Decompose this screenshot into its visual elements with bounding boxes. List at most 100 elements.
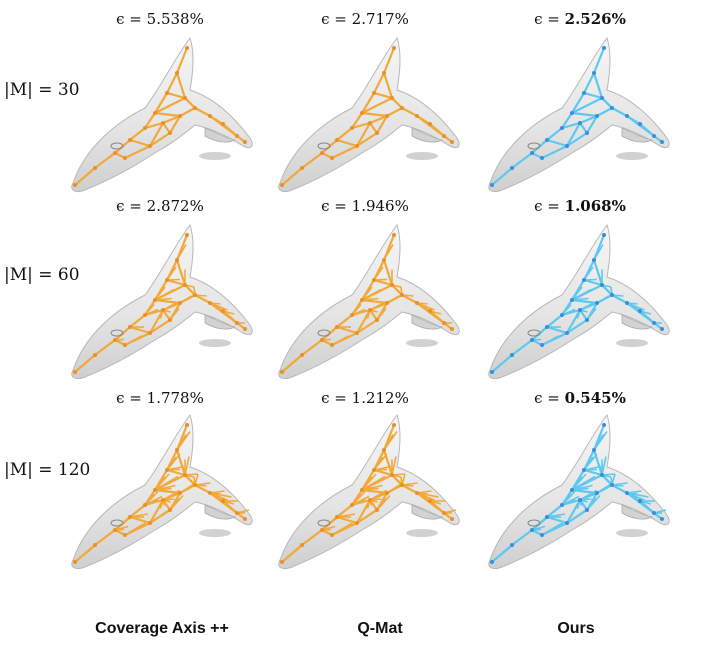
skeleton-node xyxy=(660,517,664,521)
dolphin-svg xyxy=(488,36,670,193)
skeleton-node xyxy=(153,298,157,302)
skeleton-node xyxy=(73,560,77,564)
error-label: ϵ = 1.212% xyxy=(321,389,409,407)
skeleton-edge xyxy=(301,530,321,546)
skeleton-edge xyxy=(571,484,593,491)
skeleton-node xyxy=(221,122,225,126)
skeleton-edge xyxy=(168,114,182,135)
skeleton-edge xyxy=(183,283,197,297)
skeleton-node xyxy=(243,140,247,144)
skeleton-edge xyxy=(165,71,179,95)
skeleton-edge xyxy=(124,335,142,346)
error-label: ϵ = 1.068% xyxy=(534,197,626,215)
skeleton-edge xyxy=(209,302,228,311)
skeleton-node xyxy=(510,166,514,170)
shadow xyxy=(406,529,438,537)
skeleton-edge xyxy=(369,489,387,501)
skeleton-edge xyxy=(579,302,593,311)
skeleton-node xyxy=(510,543,514,547)
dolphin-svg xyxy=(488,223,670,380)
skeleton-edge xyxy=(128,515,152,525)
skeleton-edge xyxy=(355,498,372,525)
skeleton-edge xyxy=(162,489,180,501)
skeleton-edge xyxy=(545,126,564,142)
dolphin-render xyxy=(472,405,682,580)
skeleton-node xyxy=(540,533,544,537)
skeleton-node xyxy=(375,318,379,322)
skeleton-edge xyxy=(360,298,389,305)
skeleton-edge xyxy=(386,295,399,304)
skeleton-edge xyxy=(179,295,192,304)
skeleton-edge xyxy=(176,431,191,451)
skeleton-node xyxy=(320,338,324,342)
skeleton-node xyxy=(390,283,394,287)
skeleton-node xyxy=(442,511,446,515)
skeleton-edge xyxy=(601,473,616,476)
skeleton-edge xyxy=(583,278,598,281)
skeleton-node xyxy=(368,121,372,125)
skeleton-node xyxy=(385,114,389,118)
skeleton-edge xyxy=(129,317,142,328)
skeleton-edge xyxy=(175,448,187,477)
skeleton-edge xyxy=(582,91,604,100)
dolphin-render xyxy=(55,28,265,203)
skeleton-wireframe xyxy=(280,233,454,374)
skeleton-wireframe xyxy=(490,423,667,564)
skeleton-node xyxy=(415,301,419,305)
skeleton-node xyxy=(193,483,197,487)
skeleton-edge xyxy=(143,121,165,130)
skeleton-edge xyxy=(600,96,614,110)
skeleton-edge xyxy=(625,301,656,325)
dolphin-fin xyxy=(621,504,654,520)
skeleton-edge xyxy=(582,71,596,95)
skeleton-node xyxy=(638,122,642,126)
skeleton-edge xyxy=(600,283,614,297)
skeleton-edge xyxy=(361,484,383,491)
skeleton-node xyxy=(450,327,454,331)
skeleton-node xyxy=(578,498,582,502)
skeleton-edge xyxy=(123,144,152,160)
skeleton-edge xyxy=(383,244,394,261)
skeleton-edge xyxy=(351,490,366,506)
skeleton-node xyxy=(450,140,454,144)
skeleton-edge xyxy=(443,509,457,514)
skeleton-edge xyxy=(162,302,176,311)
skeleton-node xyxy=(168,508,172,512)
skeleton-edge xyxy=(166,465,185,471)
skeleton-edge xyxy=(129,513,149,518)
skeleton-node xyxy=(600,96,604,100)
dolphin-render xyxy=(55,215,265,390)
skeleton-node xyxy=(392,46,396,50)
skeleton-edge xyxy=(570,96,604,115)
skeleton-edge xyxy=(154,484,176,491)
skeleton-node xyxy=(372,91,376,95)
skeleton-node xyxy=(392,233,396,237)
skeleton-node xyxy=(602,233,606,237)
skeleton-edge xyxy=(144,308,159,316)
skeleton-edge xyxy=(169,308,180,321)
skeleton-edge xyxy=(165,278,187,287)
skeleton-edge xyxy=(578,121,589,135)
error-label: ϵ = 2.717% xyxy=(321,10,409,28)
skeleton-node xyxy=(208,114,212,118)
skeleton-edge xyxy=(586,494,601,511)
skeleton-edge xyxy=(128,126,147,142)
skeleton-node xyxy=(165,468,169,472)
skeleton-node xyxy=(592,258,596,262)
shadow xyxy=(616,152,648,160)
skeleton-edge xyxy=(335,126,354,142)
error-label: ϵ = 1.778% xyxy=(116,389,204,407)
dolphin-svg xyxy=(71,223,253,380)
skeleton-node xyxy=(330,533,334,537)
skeleton-edge xyxy=(94,343,110,356)
shadow xyxy=(616,529,648,537)
skeleton-node xyxy=(582,468,586,472)
skeleton-node xyxy=(592,71,596,75)
skeleton-node xyxy=(638,499,642,503)
skeleton-edge xyxy=(390,96,404,110)
skeleton-edge xyxy=(301,343,317,356)
skeleton-edge xyxy=(375,114,389,135)
skeleton-node xyxy=(545,325,549,329)
shadow xyxy=(616,339,648,347)
skeleton-edge xyxy=(592,71,604,100)
